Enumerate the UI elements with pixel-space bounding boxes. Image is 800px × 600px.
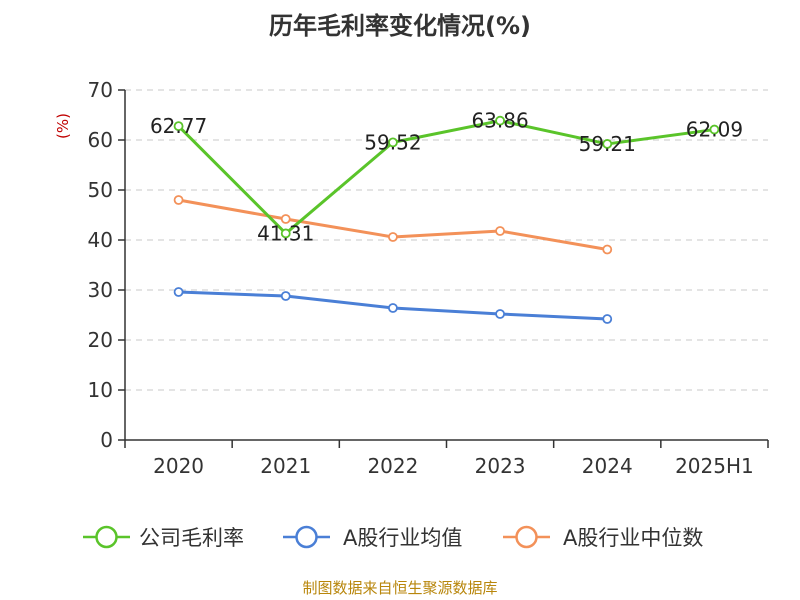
series-line <box>177 119 715 235</box>
y-tick-label: 30 <box>88 278 113 302</box>
legend-marker <box>515 525 538 549</box>
data-point <box>388 303 398 313</box>
data-point <box>709 124 720 135</box>
data-point <box>280 214 291 224</box>
data-point <box>388 232 398 242</box>
data-point <box>388 137 398 148</box>
legend-marker <box>95 525 118 549</box>
x-tick-label: 2021 <box>260 454 311 478</box>
data-point <box>280 228 291 239</box>
data-point <box>602 244 613 255</box>
y-tick-label: 50 <box>88 178 113 202</box>
data-label: 41.31 <box>257 221 314 245</box>
y-axis-ticks: 0 10 20 30 40 50 60 70 <box>88 78 125 452</box>
legend-label: A股行业均值 <box>343 526 462 550</box>
legend-label: A股行业中位数 <box>563 526 703 550</box>
gridlines <box>125 89 768 391</box>
y-tick-label: 0 <box>100 428 113 452</box>
data-point <box>173 121 184 132</box>
axes <box>124 90 768 441</box>
x-tick-label: 2025H1 <box>675 454 754 478</box>
data-point <box>495 309 505 319</box>
data-point <box>173 287 184 297</box>
data-label: 59.21 <box>579 132 636 156</box>
x-axis-ticks: 2020 2021 2022 2023 2024 2025H1 <box>124 440 769 478</box>
source-note: 制图数据来自恒生聚源数据库 <box>302 579 497 597</box>
x-tick-label: 2024 <box>582 454 633 478</box>
series-layer <box>173 115 720 324</box>
y-tick-label: 20 <box>88 328 113 352</box>
data-point <box>280 291 291 301</box>
data-point <box>495 115 505 126</box>
data-label: 62.77 <box>150 114 207 138</box>
data-point <box>602 314 613 324</box>
legend-marker <box>295 525 318 549</box>
legend: 公司毛利率 A股行业均值 A股行业中位数 <box>83 525 703 550</box>
data-labels: 62.77 41.31 59.52 63.86 59.21 62.09 <box>150 109 743 246</box>
y-axis-unit: (%) <box>54 113 72 139</box>
y-tick-label: 70 <box>88 78 113 102</box>
data-label: 59.52 <box>364 130 421 154</box>
x-tick-label: 2020 <box>153 454 204 478</box>
y-tick-label: 60 <box>88 128 113 152</box>
series-line <box>178 198 608 251</box>
y-tick-label: 10 <box>88 378 113 402</box>
data-label: 62.09 <box>686 118 743 142</box>
legend-label: 公司毛利率 <box>139 526 244 550</box>
x-tick-label: 2022 <box>367 454 418 478</box>
data-point <box>602 139 613 149</box>
y-tick-label: 40 <box>88 228 113 252</box>
data-label: 63.86 <box>471 109 528 133</box>
data-point <box>173 195 184 205</box>
x-tick-label: 2023 <box>475 454 526 478</box>
chart-title: 历年毛利率变化情况(%) <box>269 12 531 40</box>
data-point <box>495 226 505 236</box>
